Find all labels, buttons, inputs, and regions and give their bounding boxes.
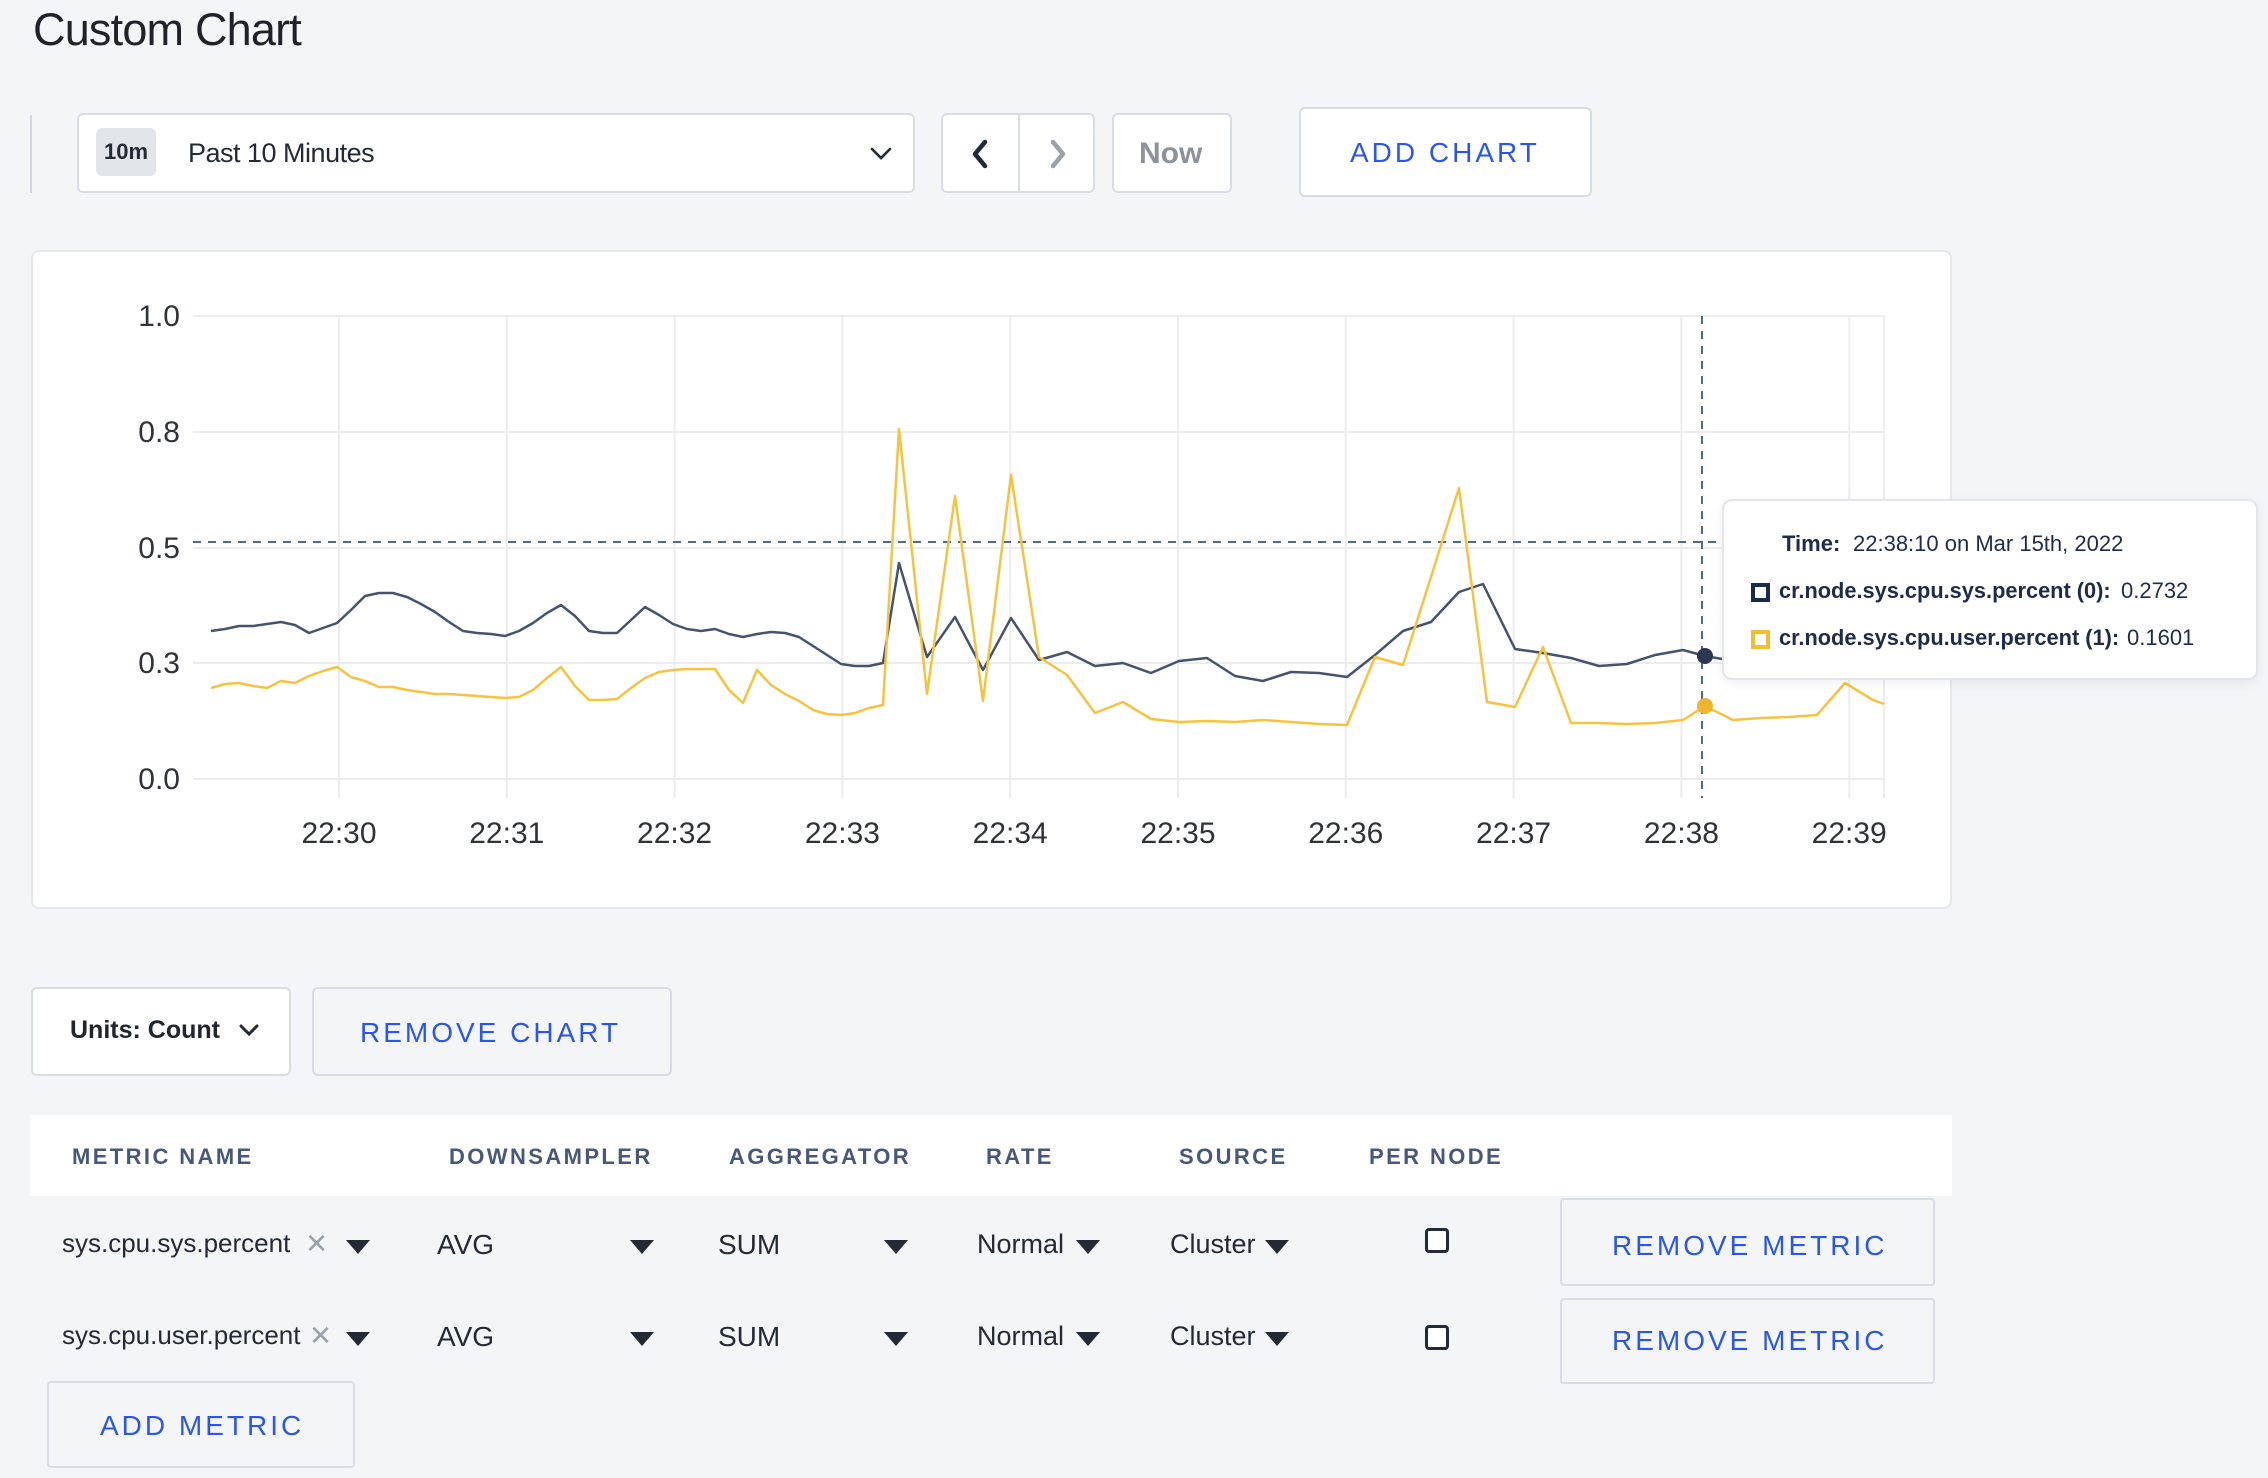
svg-text:0.0: 0.0 xyxy=(138,763,180,796)
svg-text:22:36: 22:36 xyxy=(1308,817,1383,850)
svg-text:22:38: 22:38 xyxy=(1644,817,1719,850)
svg-text:22:30: 22:30 xyxy=(301,817,376,850)
svg-text:0.8: 0.8 xyxy=(138,416,180,449)
svg-text:22:32: 22:32 xyxy=(637,817,712,850)
svg-text:1.0: 1.0 xyxy=(138,300,180,333)
svg-text:22:31: 22:31 xyxy=(469,817,544,850)
svg-text:22:37: 22:37 xyxy=(1476,817,1551,850)
svg-text:22:33: 22:33 xyxy=(805,817,880,850)
svg-text:0.3: 0.3 xyxy=(138,647,180,680)
svg-text:22:35: 22:35 xyxy=(1140,817,1215,850)
svg-text:22:39: 22:39 xyxy=(1812,817,1887,850)
svg-text:22:34: 22:34 xyxy=(973,817,1048,850)
svg-text:0.5: 0.5 xyxy=(138,532,180,565)
